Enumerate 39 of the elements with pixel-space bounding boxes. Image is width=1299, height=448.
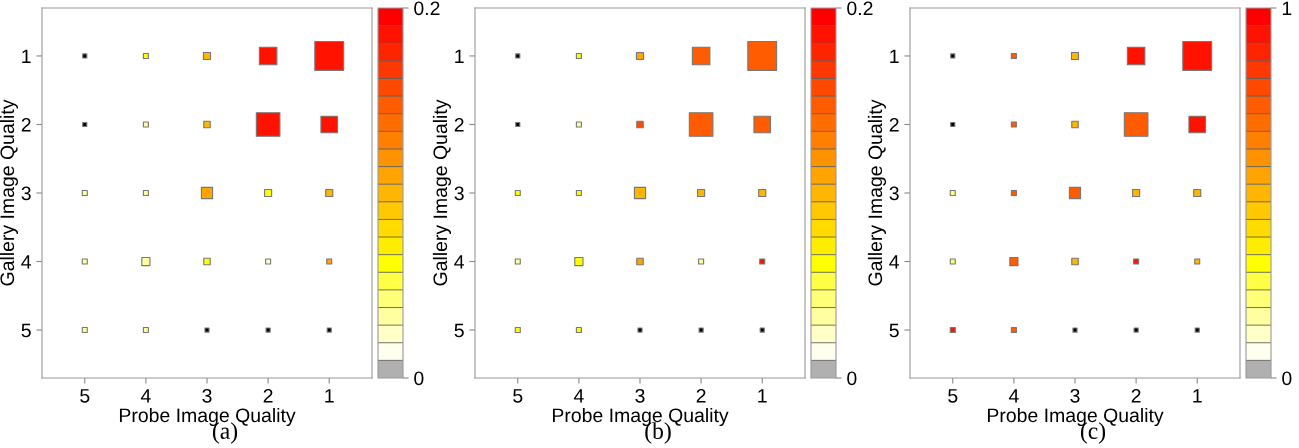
y-tick-label: 1 bbox=[455, 49, 464, 64]
color-bar-label: 0.2 bbox=[847, 1, 873, 16]
x-tick-label: 3 bbox=[202, 388, 212, 403]
color-bar-label: 0 bbox=[1282, 371, 1292, 386]
x-tick-label: 3 bbox=[1070, 388, 1080, 403]
y-axis-title: Gallery Image Quality bbox=[867, 99, 886, 286]
color-bar-label: 1 bbox=[1282, 1, 1292, 16]
y-tick-label: 5 bbox=[889, 323, 899, 338]
y-tick-label: 1 bbox=[22, 49, 31, 64]
y-tick-label: 3 bbox=[21, 186, 31, 201]
x-tick-label: 4 bbox=[140, 389, 151, 403]
x-tick-label: 2 bbox=[696, 388, 706, 403]
x-tick-label: 2 bbox=[263, 388, 273, 403]
x-tick-label: 1 bbox=[325, 389, 334, 403]
y-tick-label: 5 bbox=[454, 323, 464, 338]
y-axis-title: Gallery Image Quality bbox=[0, 99, 18, 286]
x-tick-label: 3 bbox=[635, 388, 645, 403]
y-tick-label: 3 bbox=[889, 186, 899, 201]
x-tick-label: 1 bbox=[1193, 389, 1202, 403]
y-tick-label: 4 bbox=[21, 255, 32, 269]
y-tick-label: 4 bbox=[454, 255, 465, 269]
color-bar-label: 0.2 bbox=[414, 1, 440, 16]
y-tick-label: 4 bbox=[889, 255, 900, 269]
x-tick-label: 5 bbox=[948, 389, 958, 403]
y-tick-label: 5 bbox=[21, 323, 31, 338]
y-tick-label: 2 bbox=[454, 117, 464, 132]
x-tick-label: 4 bbox=[573, 389, 584, 403]
y-axis-title: Gallery Image Quality bbox=[432, 99, 451, 286]
x-tick-label: 4 bbox=[1008, 389, 1019, 403]
y-tick-label: 2 bbox=[21, 117, 31, 132]
color-bar-label: 0 bbox=[414, 371, 424, 386]
x-tick-label: 5 bbox=[513, 389, 523, 403]
x-tick-label: 2 bbox=[1131, 388, 1141, 403]
y-tick-label: 3 bbox=[454, 186, 464, 201]
x-tick-label: 1 bbox=[758, 389, 767, 403]
y-tick-label: 2 bbox=[889, 117, 899, 132]
color-bar-label: 0 bbox=[847, 371, 857, 386]
y-tick-label: 1 bbox=[890, 49, 899, 64]
x-tick-label: 5 bbox=[80, 389, 90, 403]
